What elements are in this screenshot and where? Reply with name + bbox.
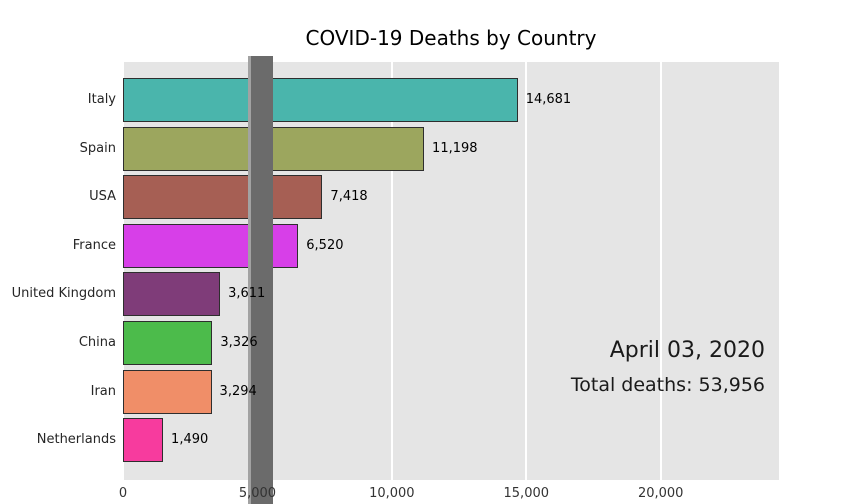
- value-label-france: 6,520: [306, 237, 344, 253]
- category-label-iran: Iran: [90, 383, 116, 399]
- bar-italy: [123, 78, 518, 122]
- annotation-date: April 03, 2020: [609, 338, 765, 363]
- x-tick-label: 20,000: [637, 486, 684, 501]
- category-label-netherlands: Netherlands: [36, 432, 116, 448]
- gridline-x-10000: [390, 62, 393, 480]
- x-tick-label: 0: [118, 486, 128, 501]
- value-label-spain: 11,198: [432, 140, 478, 156]
- plot-area: [122, 62, 779, 480]
- value-label-china: 3,326: [220, 335, 258, 350]
- category-label-united-kingdom: United Kingdom: [11, 286, 116, 302]
- category-label-china: China: [78, 335, 116, 350]
- value-label-united-kingdom: 3,611: [228, 286, 266, 302]
- gridline-x-15000: [525, 62, 528, 480]
- value-label-usa: 7,418: [330, 189, 368, 205]
- bar-usa: [123, 175, 323, 220]
- value-label-netherlands: 1,490: [171, 432, 209, 448]
- bar-spain: [123, 126, 425, 171]
- category-label-italy: Italy: [87, 92, 116, 107]
- x-tick-label: 10,000: [369, 486, 415, 501]
- bar-china: [123, 321, 213, 365]
- bar-netherlands: [123, 418, 164, 463]
- bar-iran: [123, 369, 212, 414]
- gridline-x-20000: [659, 62, 662, 480]
- annotation-total-deaths: Total deaths: 53,956: [570, 374, 765, 396]
- bar-united-kingdom: [123, 272, 221, 317]
- category-label-spain: Spain: [79, 140, 116, 156]
- value-label-iran: 3,294: [219, 383, 257, 399]
- reference-band: [248, 56, 274, 504]
- x-tick-label: 5,000: [238, 486, 277, 501]
- value-label-italy: 14,681: [525, 92, 572, 107]
- gridline-x-0: [122, 62, 124, 480]
- x-tick-label: 15,000: [503, 486, 550, 501]
- chart-title: COVID-19 Deaths by Country: [305, 26, 597, 50]
- category-label-usa: USA: [89, 189, 116, 205]
- category-label-france: France: [72, 237, 116, 253]
